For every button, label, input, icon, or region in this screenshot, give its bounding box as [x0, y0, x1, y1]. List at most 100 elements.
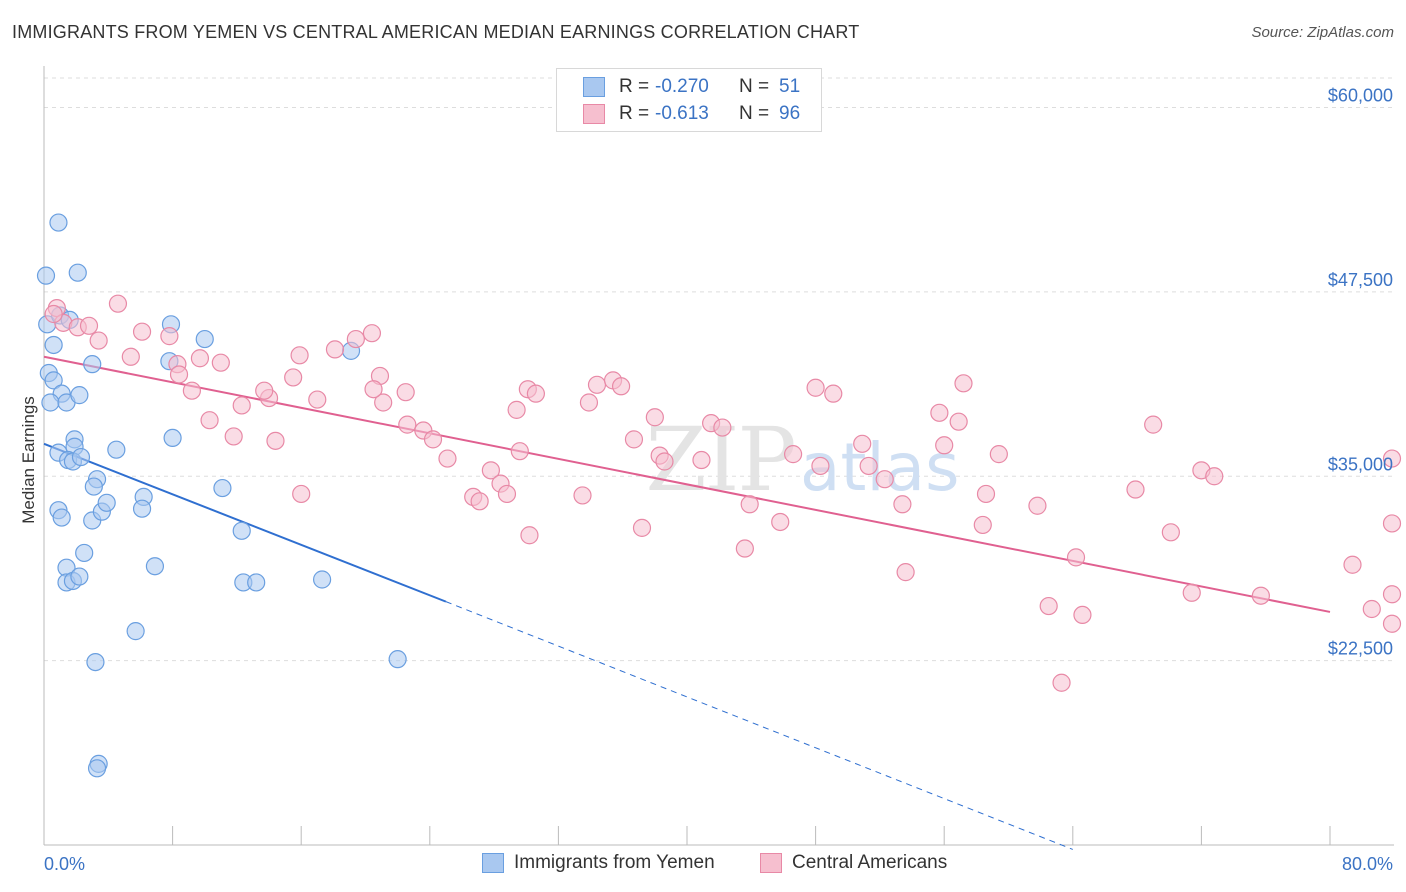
- legend-row-yemen: R = -0.270 N = 51: [583, 75, 800, 99]
- x-tick-label: 80.0%: [1342, 854, 1393, 874]
- point-central-american: [655, 452, 674, 471]
- legend-swatch-central-americans: [583, 104, 605, 124]
- point-central-american: [526, 384, 545, 403]
- point-central-american: [930, 403, 949, 422]
- point-central-american: [1382, 449, 1402, 468]
- point-central-american: [1066, 548, 1086, 567]
- point-central-american: [713, 418, 732, 437]
- point-central-american: [423, 430, 443, 449]
- point-central-american: [1161, 523, 1180, 542]
- point-central-american: [200, 411, 219, 430]
- legend-r-value: -0.270: [655, 76, 709, 97]
- point-central-american: [1382, 514, 1402, 533]
- point-yemen: [70, 567, 89, 586]
- point-yemen: [213, 478, 232, 498]
- point-yemen: [86, 652, 105, 672]
- grid-lines: [44, 77, 1394, 662]
- bottom-legend-label-central-americans: Central Americans: [792, 852, 948, 873]
- bottom-legend-central-americans: Central Americans: [760, 852, 947, 874]
- point-central-american: [645, 408, 664, 427]
- legend-row-central-americans: R = -0.613 N = 96: [583, 102, 800, 126]
- point-central-american: [624, 430, 644, 449]
- point-central-american: [954, 374, 973, 393]
- point-central-american: [632, 518, 652, 537]
- legend: R = -0.270 N = 51 R = -0.613 N = 96: [556, 68, 822, 132]
- point-central-american: [1144, 415, 1163, 434]
- point-central-american: [364, 380, 383, 399]
- point-central-american: [481, 461, 500, 480]
- point-central-american: [853, 434, 872, 453]
- point-central-american: [89, 331, 108, 350]
- point-yemen: [132, 499, 152, 518]
- point-yemen: [145, 557, 165, 576]
- point-central-american: [573, 486, 592, 505]
- point-central-american: [1126, 480, 1145, 499]
- bottom-legend: Immigrants from Yemen Central Americans: [0, 852, 1406, 878]
- point-central-american: [211, 353, 230, 372]
- point-yemen: [49, 213, 68, 232]
- point-yemen: [247, 573, 266, 592]
- bottom-legend-swatch-central-americans: [760, 853, 782, 873]
- point-central-american: [290, 346, 309, 365]
- source-label: Source: ZipAtlas.com: [1251, 24, 1394, 41]
- point-central-american: [44, 304, 63, 324]
- legend-r-label: R =: [619, 103, 650, 124]
- point-central-american: [362, 324, 382, 343]
- point-central-american: [255, 381, 274, 400]
- point-yemen: [97, 493, 116, 512]
- point-yemen: [388, 650, 407, 669]
- point-central-american: [121, 347, 140, 366]
- point-central-american: [735, 539, 754, 558]
- point-central-american: [1205, 467, 1224, 486]
- trend-line-yemen-extension: [445, 601, 1073, 850]
- point-yemen: [41, 393, 60, 412]
- point-yemen: [70, 386, 89, 405]
- point-central-american: [783, 445, 803, 464]
- point-central-american: [507, 400, 526, 419]
- point-central-american: [935, 436, 954, 455]
- point-central-american: [611, 377, 631, 396]
- point-central-american: [1343, 555, 1362, 574]
- point-central-american: [824, 384, 843, 403]
- point-yemen: [36, 266, 56, 285]
- bottom-legend-swatch-yemen: [482, 853, 504, 873]
- point-yemen: [107, 440, 126, 459]
- point-yemen: [232, 521, 251, 540]
- point-central-american: [308, 390, 327, 409]
- bottom-legend-yemen: Immigrants from Yemen: [482, 852, 715, 874]
- point-central-american: [108, 294, 128, 313]
- point-central-american: [1382, 585, 1402, 604]
- point-yemen: [44, 335, 63, 355]
- point-central-american: [374, 393, 393, 412]
- point-central-american: [1073, 605, 1092, 625]
- point-yemen: [87, 759, 107, 778]
- point-central-american: [976, 484, 996, 504]
- point-central-american: [973, 515, 992, 535]
- point-yemen: [44, 371, 63, 390]
- data-points: [36, 213, 1402, 778]
- point-central-american: [1052, 673, 1071, 692]
- point-yemen: [83, 355, 102, 374]
- point-yemen: [71, 447, 91, 467]
- point-central-american: [1382, 614, 1402, 633]
- point-yemen: [75, 543, 94, 563]
- point-central-american: [692, 450, 711, 470]
- point-central-american: [579, 393, 599, 412]
- point-central-american: [1362, 599, 1381, 619]
- legend-r-value: -0.613: [655, 103, 709, 124]
- point-central-american: [859, 456, 878, 476]
- point-central-american: [1028, 496, 1047, 515]
- point-central-american: [79, 316, 99, 335]
- point-yemen: [68, 263, 87, 282]
- point-central-american: [325, 340, 345, 359]
- point-central-american: [806, 378, 825, 397]
- point-central-american: [396, 383, 415, 402]
- point-central-american: [989, 445, 1008, 464]
- point-central-american: [284, 368, 303, 387]
- legend-n-label: N =: [739, 103, 770, 124]
- y-tick-label: $35,000: [1328, 454, 1393, 474]
- point-central-american: [232, 396, 251, 415]
- point-central-american: [169, 365, 189, 384]
- point-central-american: [520, 526, 539, 545]
